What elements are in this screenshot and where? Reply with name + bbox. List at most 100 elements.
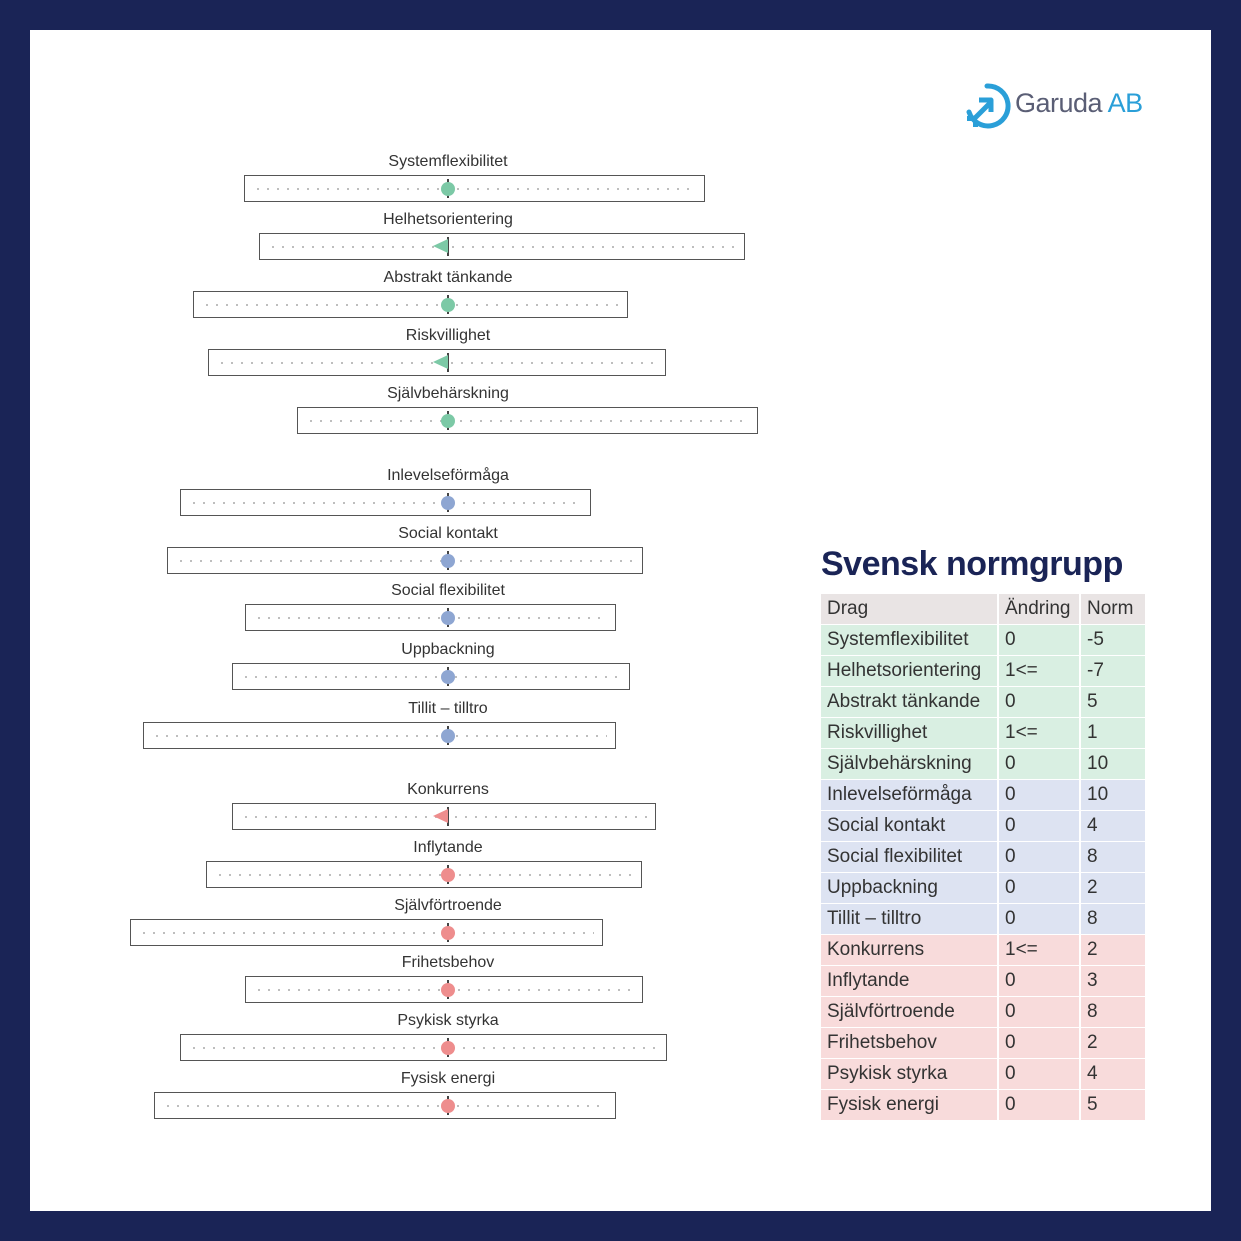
trait-label: Abstrakt tänkande bbox=[383, 269, 513, 286]
trait-label: Inlevelseförmåga bbox=[387, 467, 509, 484]
cell-norm: 4 bbox=[1079, 1059, 1145, 1090]
cell-drag: Helhetsorientering bbox=[821, 656, 997, 687]
cell-norm: 4 bbox=[1079, 811, 1145, 842]
norm-table: Drag Ändring Norm Systemflexibilitet 0 -5 H… bbox=[821, 594, 1145, 1121]
trait-label: Social flexibilitet bbox=[391, 582, 505, 599]
cell-andring: 0 bbox=[997, 811, 1079, 842]
cell-norm: -5 bbox=[1079, 625, 1145, 656]
trait-bar bbox=[130, 919, 603, 946]
norm-row: Konkurrens 1<= 2 bbox=[821, 935, 1145, 966]
dot-icon bbox=[441, 496, 455, 510]
cell-norm: 8 bbox=[1079, 904, 1145, 935]
cell-norm: 10 bbox=[1079, 780, 1145, 811]
cell-norm: 2 bbox=[1079, 873, 1145, 904]
cell-drag: Psykisk styrka bbox=[821, 1059, 997, 1090]
trait-label: Självbehärskning bbox=[387, 385, 509, 402]
trait-label: Fysisk energi bbox=[400, 1070, 496, 1087]
norm-line bbox=[447, 353, 449, 372]
cell-norm: 3 bbox=[1079, 966, 1145, 997]
trait-bar bbox=[167, 547, 643, 574]
trait-bar bbox=[244, 175, 705, 202]
norm-row: Självbehärskning 0 10 bbox=[821, 749, 1145, 780]
dot-icon bbox=[441, 414, 455, 428]
dot-icon bbox=[441, 298, 455, 312]
cell-andring: 1<= bbox=[997, 656, 1079, 687]
norm-row: Frihetsbehov 0 2 bbox=[821, 1028, 1145, 1059]
cell-andring: 0 bbox=[997, 904, 1079, 935]
scale-dots bbox=[254, 617, 607, 619]
trait-bar bbox=[180, 1034, 667, 1061]
norm-row: Psykisk styrka 0 4 bbox=[821, 1059, 1145, 1090]
header-norm: Norm bbox=[1079, 594, 1145, 625]
trait-bar bbox=[193, 291, 628, 318]
cell-andring: 0 bbox=[997, 1090, 1079, 1121]
cell-drag: Abstrakt tänkande bbox=[821, 687, 997, 718]
trait-label: Riskvillighet bbox=[405, 327, 491, 344]
cell-andring: 0 bbox=[997, 966, 1079, 997]
cell-norm: 10 bbox=[1079, 749, 1145, 780]
cell-andring: 0 bbox=[997, 1059, 1079, 1090]
trait-label: Social kontakt bbox=[398, 525, 498, 542]
dot-icon bbox=[441, 182, 455, 196]
dot-icon bbox=[441, 868, 455, 882]
cell-norm: 2 bbox=[1079, 1028, 1145, 1059]
trait-label: Tillit – tilltro bbox=[408, 700, 488, 717]
dot-icon bbox=[441, 983, 455, 997]
cell-drag: Systemflexibilitet bbox=[821, 625, 997, 656]
scale-dots bbox=[253, 188, 696, 190]
cell-drag: Fysisk energi bbox=[821, 1090, 997, 1121]
trait-label: Konkurrens bbox=[407, 781, 489, 798]
cell-andring: 0 bbox=[997, 842, 1079, 873]
trait-bar bbox=[245, 604, 616, 631]
norm-header-row: Drag Ändring Norm bbox=[821, 594, 1145, 625]
flag-icon bbox=[433, 355, 448, 369]
scale-dots bbox=[241, 676, 621, 678]
norm-row: Fysisk energi 0 5 bbox=[821, 1090, 1145, 1121]
scale-dots bbox=[176, 560, 634, 562]
cell-andring: 0 bbox=[997, 625, 1079, 656]
cell-andring: 0 bbox=[997, 687, 1079, 718]
norm-row: Uppbackning 0 2 bbox=[821, 873, 1145, 904]
scale-dots bbox=[268, 246, 736, 248]
cell-andring: 1<= bbox=[997, 935, 1079, 966]
cell-drag: Tillit – tilltro bbox=[821, 904, 997, 935]
norm-title: Svensk normgrupp bbox=[821, 545, 1123, 583]
flag-icon bbox=[433, 239, 448, 253]
brand-logo: Garuda AB bbox=[963, 82, 1163, 129]
trait-label: Frihetsbehov bbox=[401, 954, 495, 971]
cell-drag: Självförtroende bbox=[821, 997, 997, 1028]
dot-icon bbox=[441, 729, 455, 743]
cell-drag: Riskvillighet bbox=[821, 718, 997, 749]
dot-icon bbox=[441, 670, 455, 684]
norm-row: Abstrakt tänkande 0 5 bbox=[821, 687, 1145, 718]
cell-andring: 0 bbox=[997, 1028, 1079, 1059]
cell-norm: 2 bbox=[1079, 935, 1145, 966]
trait-bar bbox=[180, 489, 591, 516]
trait-bar bbox=[245, 976, 643, 1003]
flag-icon bbox=[433, 809, 448, 823]
header-andring: Ändring bbox=[997, 594, 1079, 625]
cell-drag: Självbehärskning bbox=[821, 749, 997, 780]
scale-dots bbox=[139, 932, 594, 934]
cell-drag: Uppbackning bbox=[821, 873, 997, 904]
cell-andring: 1<= bbox=[997, 718, 1079, 749]
norm-row: Riskvillighet 1<= 1 bbox=[821, 718, 1145, 749]
cell-norm: 8 bbox=[1079, 842, 1145, 873]
norm-row: Inlevelseförmåga 0 10 bbox=[821, 780, 1145, 811]
cell-drag: Inflytande bbox=[821, 966, 997, 997]
trait-bar bbox=[232, 663, 630, 690]
norm-row: Helhetsorientering 1<= -7 bbox=[821, 656, 1145, 687]
brand-suffix: AB bbox=[1102, 88, 1144, 118]
norm-line bbox=[447, 807, 449, 826]
scale-dots bbox=[189, 1047, 658, 1049]
norm-row: Tillit – tilltro 0 8 bbox=[821, 904, 1145, 935]
brand-name: Garuda bbox=[1015, 88, 1103, 118]
cell-drag: Social flexibilitet bbox=[821, 842, 997, 873]
scale-dots bbox=[189, 502, 582, 504]
norm-row: Systemflexibilitet 0 -5 bbox=[821, 625, 1145, 656]
scale-dots bbox=[215, 874, 633, 876]
trait-bar bbox=[143, 722, 616, 749]
cell-norm: 5 bbox=[1079, 687, 1145, 718]
cell-drag: Konkurrens bbox=[821, 935, 997, 966]
trait-label: Psykisk styrka bbox=[397, 1012, 499, 1029]
